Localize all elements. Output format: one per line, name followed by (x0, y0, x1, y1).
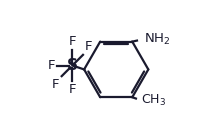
Text: F: F (68, 83, 76, 96)
Text: NH$_2$: NH$_2$ (143, 31, 170, 47)
Text: S: S (67, 58, 77, 73)
Text: F: F (85, 40, 92, 53)
Text: F: F (47, 59, 55, 72)
Text: F: F (68, 35, 76, 48)
Text: F: F (52, 78, 59, 91)
Text: CH$_3$: CH$_3$ (141, 93, 166, 108)
